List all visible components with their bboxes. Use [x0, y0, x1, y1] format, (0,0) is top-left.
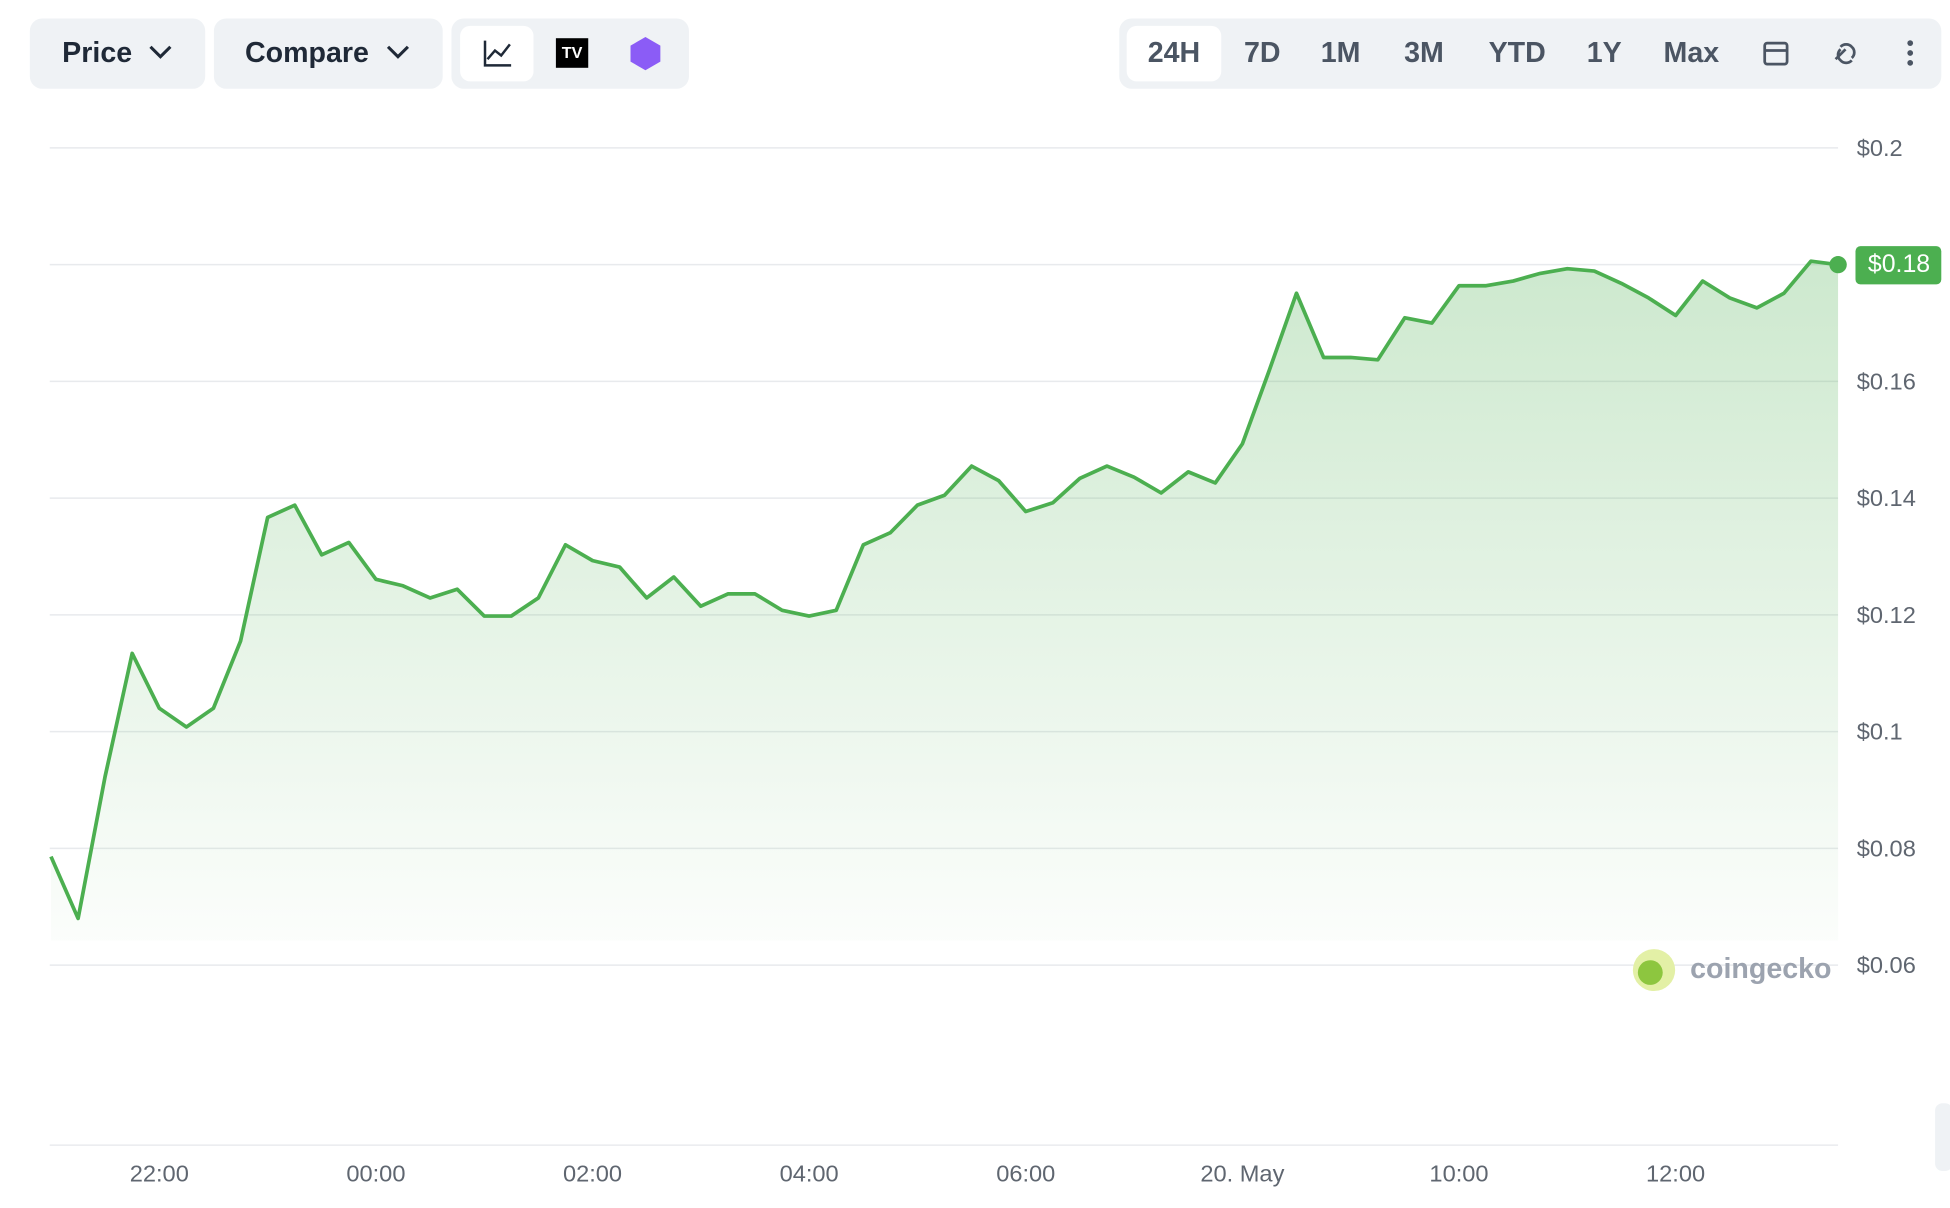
- scroll-handle: [1935, 1103, 1950, 1172]
- x-tick-label: 04:00: [780, 1161, 839, 1187]
- compare-button-label[interactable]: Compare: [245, 37, 369, 69]
- range-button[interactable]: 7D: [1244, 37, 1281, 69]
- more-dot[interactable]: [1907, 60, 1914, 66]
- line-chart-button[interactable]: [460, 25, 534, 82]
- compare-button[interactable]: [213, 18, 443, 89]
- current-price-label: $0.18: [1868, 251, 1930, 278]
- range-buttons: 24H 7D 1M 3M YTD 1Y Max: [1148, 37, 1720, 69]
- link-icon[interactable]: [1834, 42, 1856, 65]
- current-price-badge: [1855, 246, 1942, 285]
- y-tick-label: $0.2: [1857, 135, 1903, 161]
- x-tick-label: 06:00: [996, 1161, 1055, 1187]
- x-tick-label: 22:00: [130, 1161, 189, 1187]
- tradingview-icon: TV: [562, 44, 583, 62]
- calendar-icon[interactable]: [1763, 41, 1789, 66]
- more-dot[interactable]: [1907, 50, 1914, 56]
- x-tick-label: 02:00: [563, 1161, 622, 1187]
- range-group: [1119, 18, 1942, 89]
- chevron: [149, 45, 172, 59]
- line-chart-icon: [483, 40, 512, 67]
- price-line: [49, 259, 1839, 921]
- x-tick-label: 10:00: [1429, 1161, 1488, 1187]
- toolbar: Price Compare TV 24H 7D 1M 3M YTD 1Y Max: [29, 18, 1942, 89]
- last-point: [1829, 256, 1847, 274]
- range-button[interactable]: Max: [1664, 37, 1720, 69]
- tradingview-button[interactable]: [555, 38, 589, 68]
- range-button[interactable]: YTD: [1489, 37, 1546, 69]
- x-tick-label: 12:00: [1646, 1161, 1705, 1187]
- ai-button[interactable]: [630, 36, 661, 71]
- price-button-label[interactable]: Price: [62, 37, 132, 69]
- y-tick-label: $0.14: [1857, 485, 1916, 511]
- price-button[interactable]: [29, 18, 206, 89]
- range-button[interactable]: 1Y: [1587, 37, 1622, 69]
- range-button[interactable]: 1M: [1321, 37, 1361, 69]
- range-button[interactable]: 24H: [1148, 37, 1200, 69]
- y-tick-label: $0.12: [1857, 602, 1916, 628]
- x-tick-label: 20. May: [1200, 1161, 1284, 1187]
- y-tick-label: $0.06: [1857, 952, 1916, 978]
- plot: $0.06 $0.08 $0.1 $0.12 $0.14 $0.16 $0.18 $0.2 22…: [49, 135, 1942, 1187]
- y-tick-label: $0.16: [1857, 368, 1916, 394]
- x-tick-label: 00:00: [346, 1161, 405, 1187]
- y-tick-label: $0.1: [1857, 719, 1903, 745]
- watermark: coingecko: [1690, 953, 1831, 985]
- y-tick-label: $0.08: [1857, 835, 1916, 861]
- area: [50, 261, 1839, 941]
- active-range-bg: [1126, 25, 1222, 82]
- watermark-logo-inner: [1637, 960, 1663, 985]
- chevron: [386, 45, 410, 59]
- range-button[interactable]: 3M: [1404, 37, 1444, 69]
- more-dot[interactable]: [1907, 40, 1914, 46]
